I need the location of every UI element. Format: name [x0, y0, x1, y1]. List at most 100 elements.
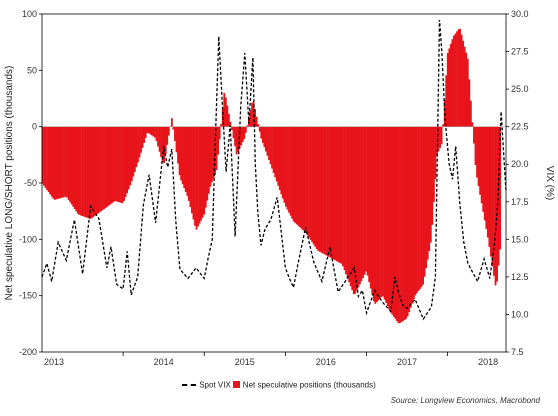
- position-bar-132: [244, 126, 247, 133]
- position-bar-145: [264, 126, 267, 152]
- position-bar-173: [308, 126, 310, 238]
- position-bar-69: [147, 126, 150, 134]
- position-bar-16: [66, 126, 68, 198]
- position-bar-199: [348, 126, 351, 283]
- position-bar-263: [446, 52, 449, 127]
- position-bar-239: [409, 126, 412, 308]
- position-bar-177: [314, 126, 317, 247]
- position-bar-144: [263, 126, 266, 148]
- position-bar-187: [329, 126, 332, 258]
- position-bar-136: [251, 102, 253, 127]
- position-bar-152: [275, 126, 278, 182]
- position-bar-49: [117, 126, 119, 202]
- position-bar-11: [58, 126, 61, 199]
- position-bar-207: [360, 126, 363, 282]
- position-bar-259: [440, 126, 443, 145]
- position-bar-198: [346, 126, 349, 279]
- position-bar-105: [203, 126, 206, 215]
- right-tick-label: 22.5: [511, 122, 529, 132]
- position-bar-277: [468, 79, 471, 127]
- position-bar-184: [325, 126, 327, 256]
- position-bar-215: [372, 126, 375, 302]
- position-bar-155: [280, 126, 283, 195]
- position-bar-3: [46, 126, 48, 190]
- position-bar-220: [380, 126, 383, 298]
- position-bar-45: [110, 126, 113, 204]
- position-bar-55: [126, 126, 129, 194]
- position-bar-78: [161, 126, 164, 163]
- position-bar-146: [266, 126, 269, 156]
- position-bar-86: [174, 126, 176, 141]
- position-bar-231: [397, 126, 400, 324]
- position-bar-103: [200, 126, 203, 221]
- position-bar-109: [209, 126, 212, 187]
- position-bar-116: [220, 123, 223, 127]
- position-bar-151: [274, 126, 277, 178]
- position-bar-258: [439, 126, 441, 148]
- position-bar-50: [118, 126, 121, 203]
- position-bar-121: [228, 113, 230, 127]
- position-bar-76: [158, 126, 161, 152]
- position-bar-41: [104, 126, 107, 208]
- legend-vix-label: Spot VIX: [199, 380, 231, 390]
- position-bar-110: [211, 126, 213, 183]
- position-bar-139: [255, 116, 258, 127]
- position-bar-214: [371, 126, 374, 295]
- position-bar-213: [369, 126, 372, 289]
- position-bar-43: [107, 126, 110, 206]
- position-bar-216: [374, 126, 377, 304]
- position-bar-251: [428, 126, 431, 252]
- position-bar-93: [184, 126, 187, 192]
- position-bar-286: [482, 126, 485, 212]
- position-bar-38: [100, 126, 102, 212]
- position-bar-156: [281, 126, 284, 199]
- position-bar-35: [95, 126, 98, 215]
- position-bar-123: [231, 126, 233, 130]
- position-bar-296: [497, 126, 500, 266]
- position-bar-273: [462, 40, 465, 127]
- position-bar-53: [123, 126, 125, 201]
- position-bar-249: [425, 126, 428, 269]
- position-bar-219: [379, 126, 381, 299]
- position-bar-153: [277, 126, 280, 186]
- right-tick-label: 15.0: [511, 234, 529, 244]
- position-bar-44: [109, 126, 112, 205]
- position-bar-276: [466, 58, 469, 127]
- left-tick-label: -50: [24, 178, 37, 188]
- left-tick-label: 100: [22, 9, 37, 19]
- position-bar-46: [112, 126, 115, 203]
- position-bar-20: [72, 126, 75, 207]
- position-bar-270: [457, 29, 460, 127]
- position-bar-233: [400, 126, 403, 323]
- position-bar-178: [315, 126, 318, 250]
- x-tick-label: 2018: [478, 357, 498, 367]
- position-bar-195: [342, 126, 344, 267]
- position-bar-242: [414, 126, 417, 296]
- position-bar-267: [453, 35, 455, 127]
- position-bar-262: [445, 75, 448, 127]
- position-bar-260: [442, 124, 445, 127]
- position-bar-269: [456, 31, 458, 127]
- position-bar-73: [154, 126, 156, 138]
- position-bar-32: [90, 126, 93, 219]
- position-bar-23: [76, 126, 79, 214]
- right-tick-label: 17.5: [511, 197, 529, 207]
- position-bar-154: [278, 126, 281, 190]
- right-tick-label: 20.0: [511, 159, 529, 169]
- position-bar-64: [140, 126, 142, 153]
- position-bar-124: [232, 126, 235, 139]
- position-bar-58: [130, 126, 133, 182]
- position-bar-37: [98, 126, 101, 213]
- position-bar-255: [434, 126, 437, 179]
- position-bar-188: [331, 126, 334, 259]
- position-bar-186: [328, 126, 330, 257]
- position-bar-182: [322, 126, 324, 254]
- position-bar-126: [235, 126, 238, 155]
- position-bar-131: [243, 126, 246, 139]
- position-bar-130: [241, 126, 244, 143]
- position-bar-202: [352, 126, 355, 295]
- position-bar-192: [337, 126, 340, 263]
- position-bar-208: [362, 126, 364, 278]
- position-bar-108: [207, 126, 210, 194]
